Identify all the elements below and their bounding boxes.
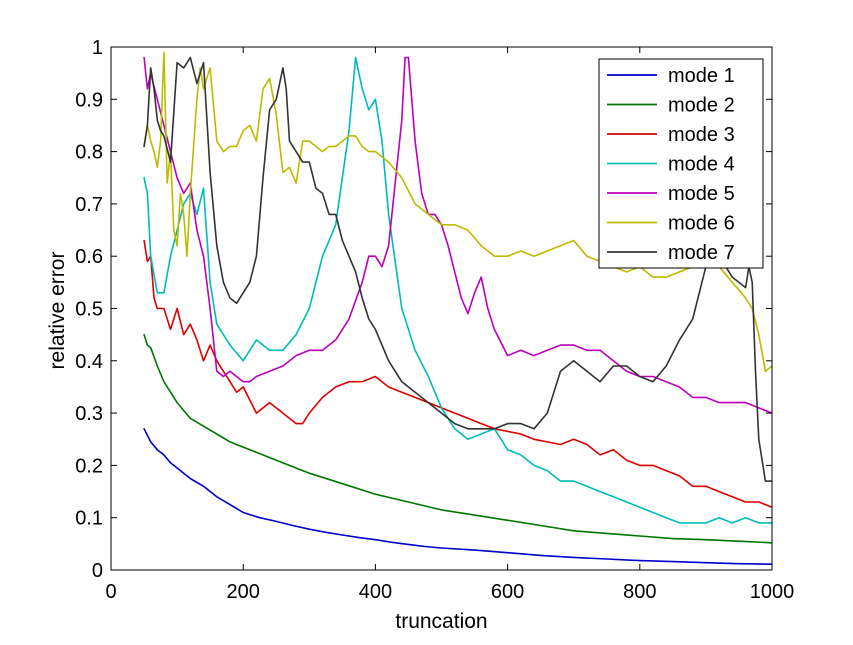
legend-label-4: mode 4 bbox=[668, 154, 735, 176]
legend-label-1: mode 1 bbox=[668, 65, 735, 87]
legend-label-7: mode 7 bbox=[668, 242, 735, 264]
legend-label-2: mode 2 bbox=[668, 95, 735, 117]
series-line-2 bbox=[143, 333, 772, 544]
axis-ticks bbox=[110, 46, 773, 571]
legend-label-6: mode 6 bbox=[668, 213, 735, 235]
series-line-4 bbox=[143, 56, 772, 524]
x-tick-label: 1000 bbox=[750, 581, 795, 603]
series-line-1 bbox=[143, 427, 772, 566]
x-axis-label: truncation bbox=[395, 610, 487, 633]
y-tick-label: 0.8 bbox=[75, 142, 103, 164]
x-tick-label: 200 bbox=[227, 581, 260, 603]
y-tick-label: 0.9 bbox=[75, 89, 103, 111]
y-tick-label: 0.2 bbox=[75, 455, 103, 477]
legend-label-3: mode 3 bbox=[668, 124, 735, 146]
series-line-6 bbox=[143, 51, 772, 373]
y-tick-label: 0.1 bbox=[75, 508, 103, 530]
y-axis-label: relative error bbox=[46, 252, 69, 370]
series-lines bbox=[143, 51, 772, 566]
series-line-7 bbox=[143, 56, 772, 482]
y-tick-label: 1 bbox=[92, 37, 103, 59]
x-tick-label: 800 bbox=[623, 581, 656, 603]
y-tick-label: 0.4 bbox=[75, 351, 103, 373]
tick-labels: 0 200 400 600 800 1000 0 0.1 0.2 0.3 0.4 0.5 0.6 0.7 0… bbox=[75, 37, 794, 603]
series-line-5 bbox=[143, 56, 772, 414]
y-tick-label: 0 bbox=[92, 560, 103, 582]
legend: mode 1 mode 2 mode 3 mode 4 mode 5 mode 6 mode… bbox=[598, 58, 764, 269]
x-tick-label: 600 bbox=[491, 581, 524, 603]
y-tick-label: 0.3 bbox=[75, 403, 103, 425]
series-line-3 bbox=[143, 239, 772, 509]
x-tick-label: 0 bbox=[105, 581, 116, 603]
y-tick-label: 0.7 bbox=[75, 194, 103, 216]
x-tick-label: 400 bbox=[359, 581, 392, 603]
y-tick-label: 0.6 bbox=[75, 246, 103, 268]
y-tick-label: 0.5 bbox=[75, 299, 103, 321]
legend-label-5: mode 5 bbox=[668, 183, 735, 205]
